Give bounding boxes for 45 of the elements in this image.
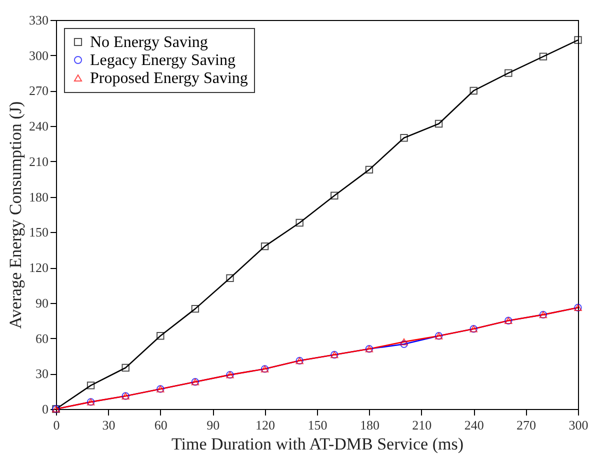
point [470, 86, 478, 95]
point [260, 242, 269, 250]
x-tick-label: 0 [53, 418, 60, 432]
point [191, 304, 200, 313]
y-tick-label: 90 [36, 295, 48, 310]
point [122, 364, 130, 372]
x-tick-label: 300 [568, 418, 588, 432]
point [400, 338, 408, 346]
point [330, 192, 338, 200]
x-tick-label: 270 [516, 418, 536, 432]
x-axis-title: Time Duration with AT-DMB Service (ms) [172, 434, 464, 454]
y-axis-title: Average Energy Consumption (J) [6, 101, 25, 329]
y-tick-label: 300 [29, 48, 48, 63]
y-tick-label: 0 [42, 402, 48, 416]
legend-label: Legacy Energy Saving [90, 52, 236, 69]
x-tick-label: 240 [464, 418, 484, 432]
point [86, 382, 95, 390]
point [400, 134, 408, 142]
y-tick-label: 60 [36, 330, 48, 346]
x-tick-label: 90 [206, 418, 220, 432]
y-tick-label: 330 [29, 12, 48, 28]
y-tick-label: 270 [29, 83, 48, 98]
point [296, 218, 304, 227]
x-tick-label: 180 [360, 418, 380, 432]
y-tick-label: 210 [29, 154, 48, 169]
point [574, 36, 582, 44]
y-tick-label: 120 [29, 260, 48, 276]
point [226, 274, 234, 282]
point [504, 69, 512, 77]
point [400, 340, 408, 348]
y-tick-label: 150 [29, 224, 48, 240]
x-tick-label: 210 [412, 418, 432, 432]
x-tick-label: 150 [308, 418, 328, 432]
point [365, 166, 374, 174]
y-tick-label: 30 [36, 366, 48, 382]
legend-label: Proposed Energy Saving [90, 70, 248, 87]
y-tick-label: 240 [29, 118, 48, 134]
point [156, 332, 164, 340]
x-tick-label: 30 [102, 418, 116, 432]
point [539, 52, 548, 60]
point [434, 120, 443, 128]
x-tick-label: 60 [154, 418, 168, 432]
legend-label: No Energy Saving [90, 34, 208, 51]
x-tick-label: 120 [256, 418, 276, 432]
y-tick-label: 180 [29, 189, 48, 204]
